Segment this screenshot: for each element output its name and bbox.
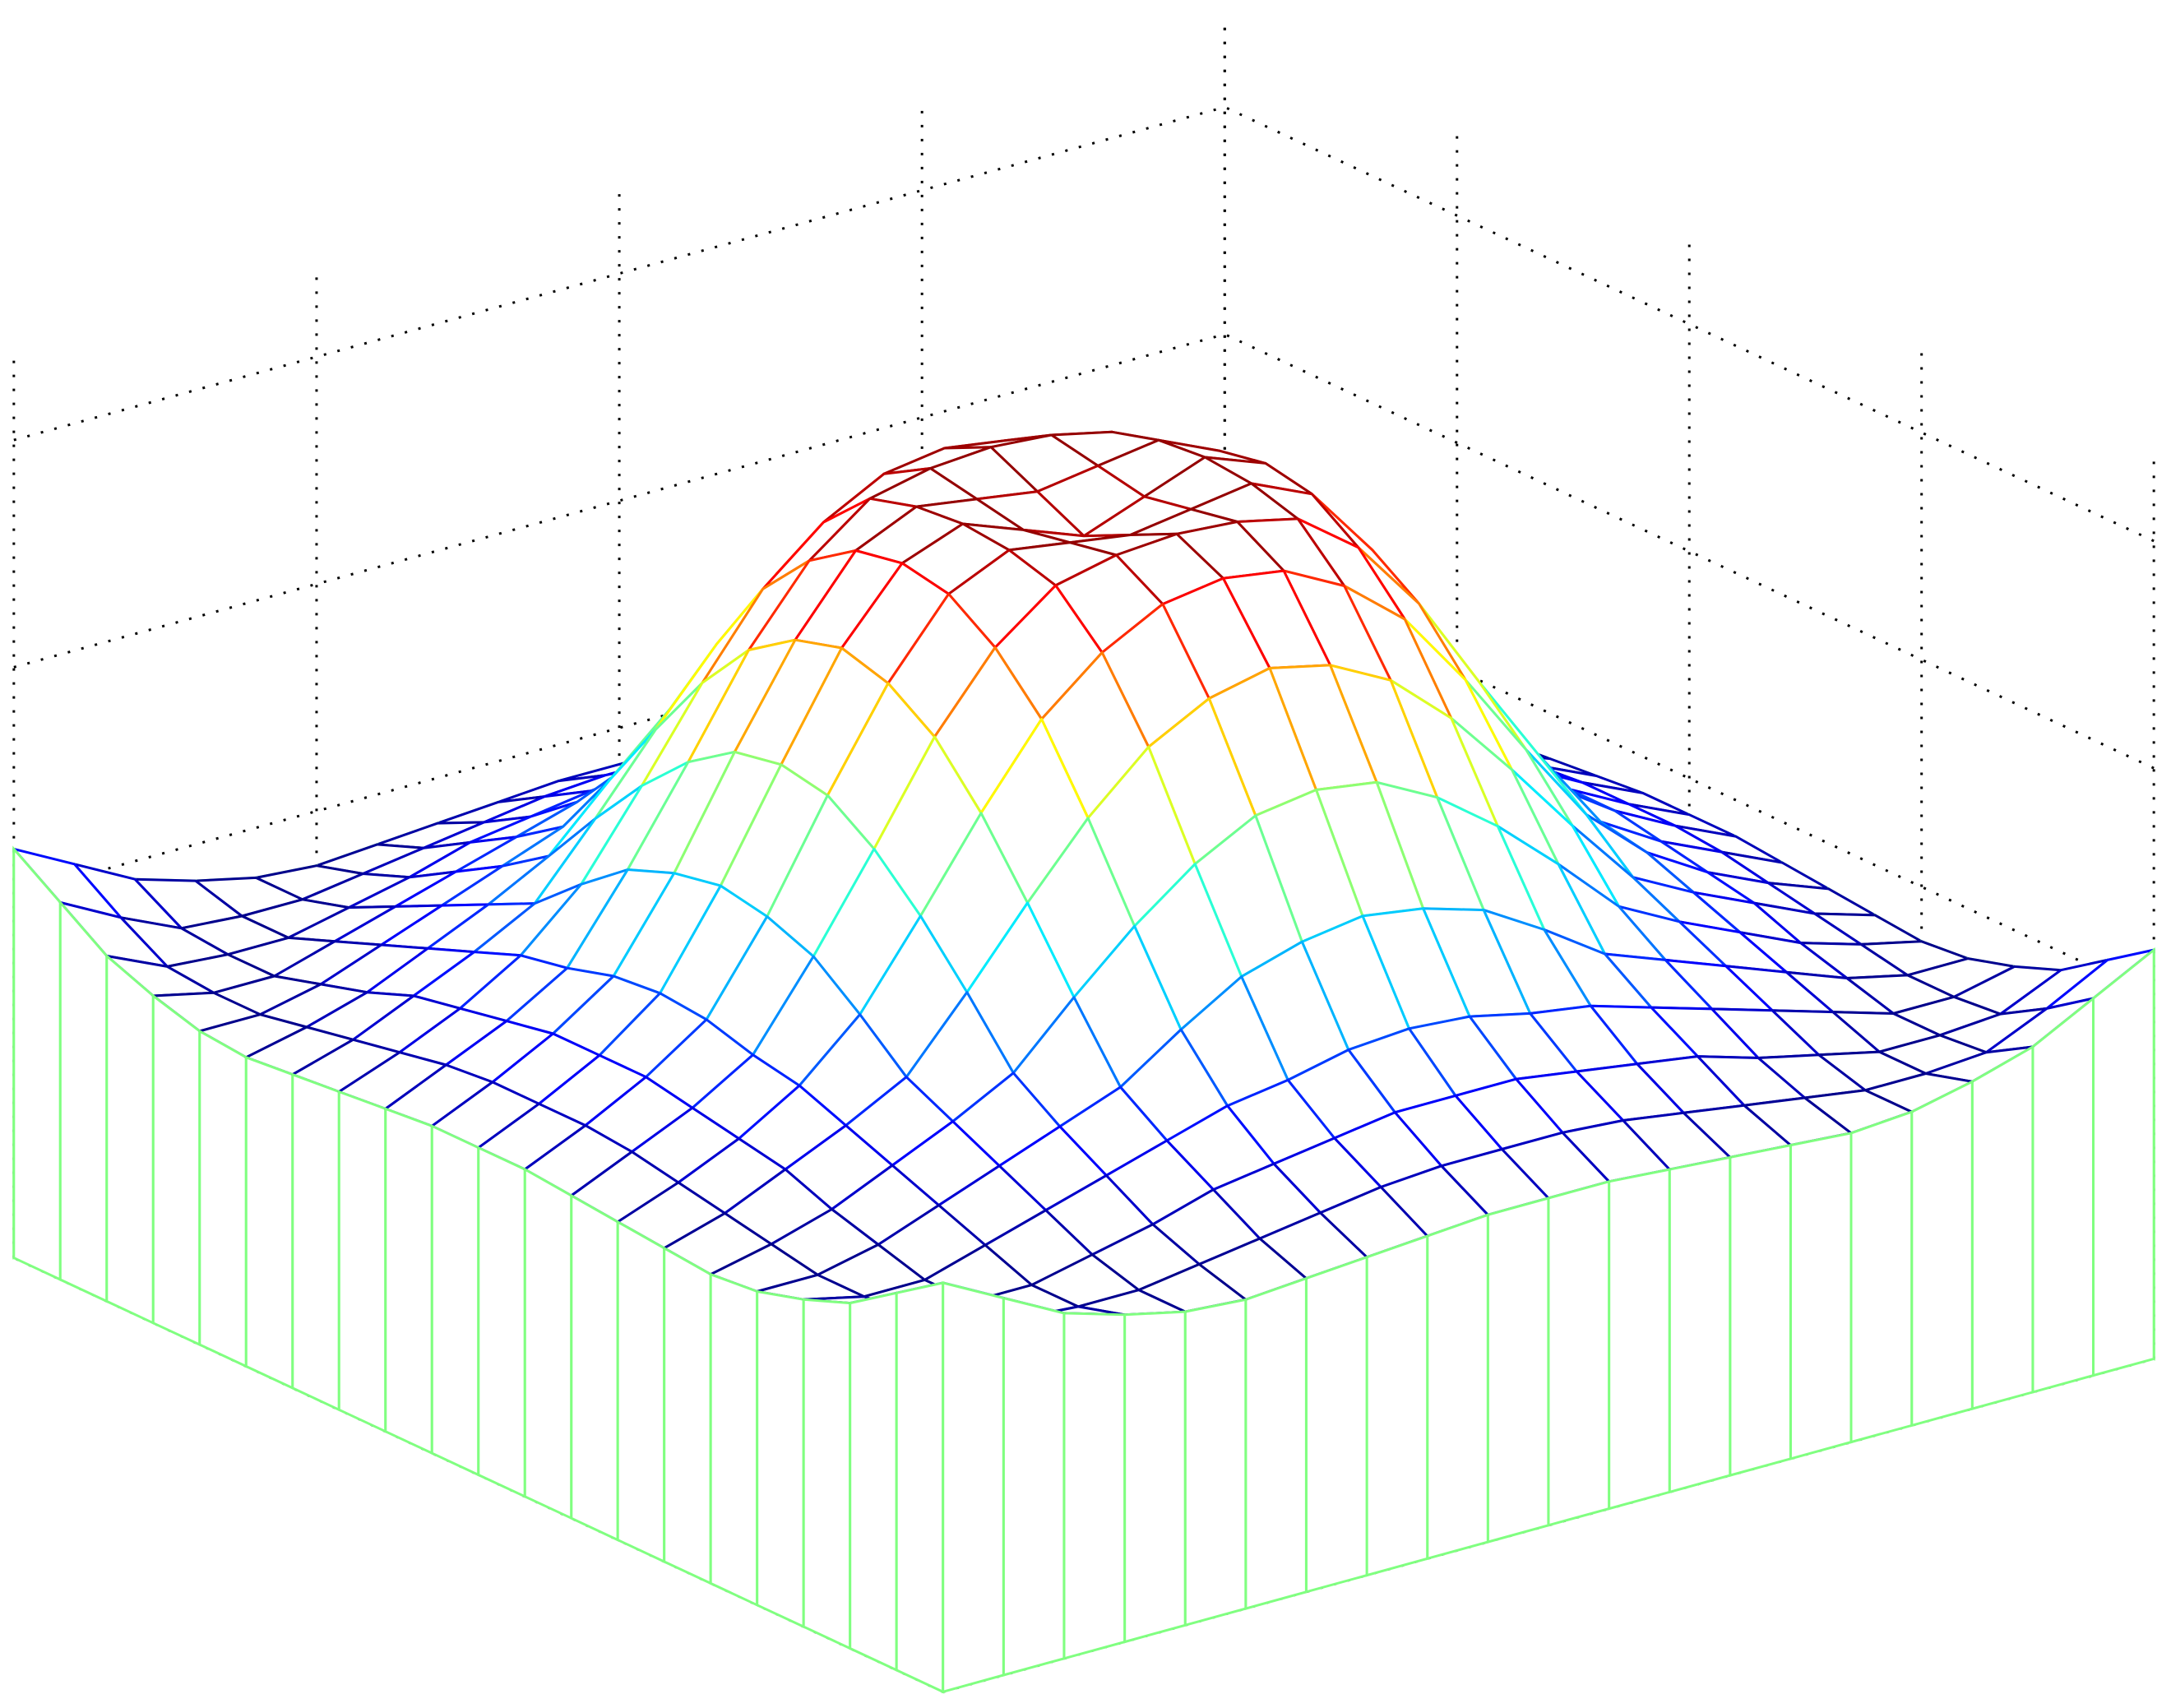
curtain <box>1183 1298 1248 1627</box>
curtain <box>2092 947 2155 1377</box>
curtain <box>58 899 109 1303</box>
curtain <box>1547 1179 1611 1527</box>
curtain <box>802 1298 852 1650</box>
curtain <box>1062 1312 1127 1660</box>
curtain <box>1244 1276 1308 1611</box>
curtain <box>1668 1155 1732 1494</box>
curtain <box>523 1167 573 1521</box>
curtain <box>1970 1044 2034 1411</box>
curtain <box>1849 1109 1914 1444</box>
curtain <box>1365 1234 1429 1577</box>
curtain <box>291 1072 340 1412</box>
curtain <box>337 1090 387 1434</box>
curtain <box>105 953 155 1326</box>
curtain <box>709 1272 759 1608</box>
curtain <box>2031 995 2095 1394</box>
curtain <box>1002 1296 1066 1677</box>
curtain <box>430 1123 480 1477</box>
curtain <box>151 993 201 1347</box>
curtain <box>244 1055 294 1391</box>
curtain <box>570 1193 619 1542</box>
curtain <box>895 1281 945 1694</box>
curtain <box>477 1146 526 1499</box>
curtain <box>1426 1213 1489 1561</box>
curtain <box>1123 1310 1187 1644</box>
curtain <box>1486 1197 1550 1544</box>
curtain <box>1304 1255 1368 1594</box>
curtain <box>1910 1079 1974 1428</box>
curtain <box>1729 1143 1792 1478</box>
curtain <box>663 1246 712 1585</box>
grid-line <box>1224 105 2155 543</box>
curtain <box>849 1291 898 1673</box>
curtain <box>384 1107 433 1456</box>
curtain <box>1789 1132 1853 1460</box>
curtain <box>12 845 62 1282</box>
curtain <box>942 1281 1005 1694</box>
curtain <box>616 1220 666 1564</box>
grid-line <box>1224 333 2155 770</box>
curtain <box>198 1029 248 1368</box>
curtain <box>1608 1168 1671 1511</box>
curtain <box>756 1289 805 1629</box>
